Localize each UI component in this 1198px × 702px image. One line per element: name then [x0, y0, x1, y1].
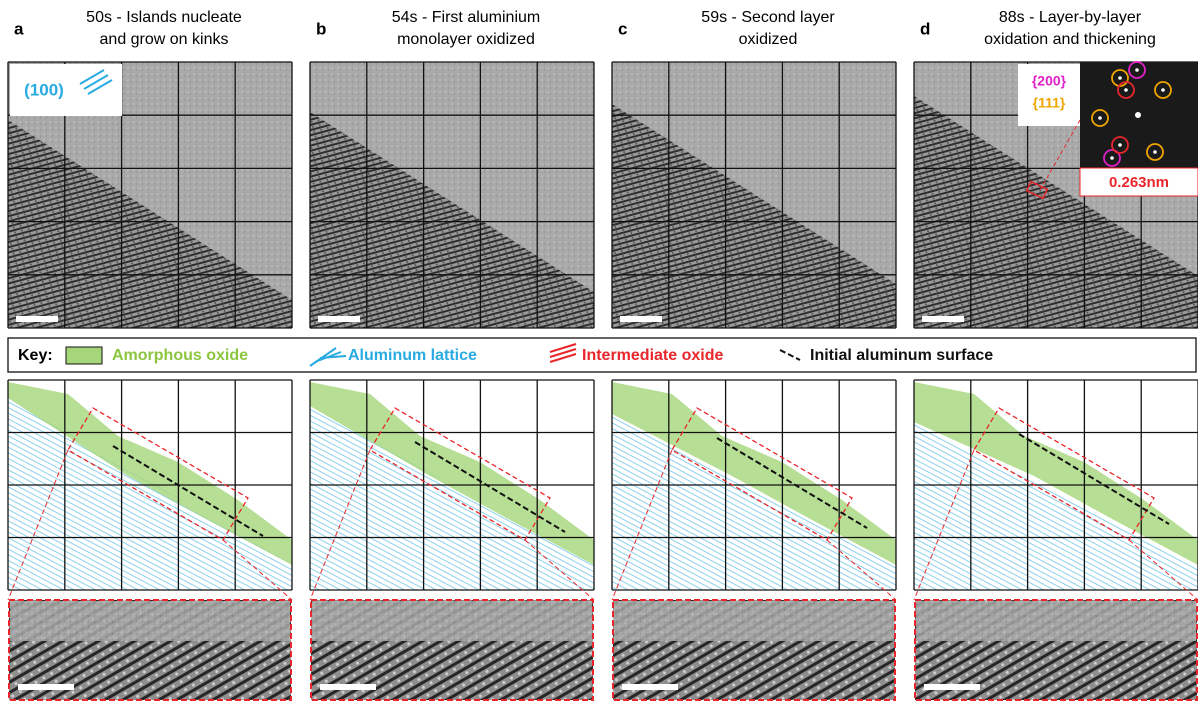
zoom-guide	[826, 539, 897, 601]
amorphous-oxide	[310, 382, 594, 565]
scale-bar	[922, 316, 964, 322]
diffraction-spot	[1103, 149, 1121, 167]
panel-title: and grow on kinks	[100, 31, 229, 48]
key-item: Intermediate oxide	[582, 347, 723, 364]
panel-title: 88s - Layer-by-layer	[999, 9, 1142, 26]
initial-surface	[414, 441, 566, 533]
key-swatch	[549, 348, 577, 358]
zoom-guide	[7, 449, 69, 601]
key-item: Aluminum lattice	[348, 347, 477, 364]
aluminum-lattice	[914, 422, 1198, 590]
aluminum-lattice	[8, 398, 292, 590]
miller-index: (100)	[24, 80, 64, 99]
key-swatch	[319, 355, 347, 359]
key-swatch	[549, 353, 577, 363]
key-swatch	[65, 346, 103, 365]
diffraction-dot	[1118, 76, 1122, 80]
zoom-noise	[916, 601, 1196, 641]
amorphous-oxide	[8, 382, 292, 565]
diffraction-dot	[1110, 156, 1114, 160]
diffraction-dot	[1153, 150, 1157, 154]
initial-surface	[716, 437, 868, 529]
diffraction-center	[1135, 112, 1141, 118]
inset-box	[1018, 64, 1080, 126]
lattice-icon	[87, 79, 113, 95]
panel-title: oxidation and thickening	[984, 31, 1156, 48]
aluminum-lattice	[612, 414, 896, 590]
tem-lattice	[8, 120, 292, 328]
panel-letter: d	[920, 19, 930, 38]
panel-title: 59s - Second layer	[701, 9, 835, 26]
panel-letter: b	[316, 19, 326, 38]
diffraction-spot	[1111, 136, 1129, 154]
zoom-guide	[611, 449, 673, 601]
key-bar	[7, 337, 1197, 373]
lattice-icon	[83, 74, 109, 90]
key-swatch	[779, 349, 801, 361]
scale-bar	[320, 684, 376, 690]
panel-title: 54s - First aluminium	[392, 9, 540, 26]
panel-title: oxidized	[739, 31, 798, 48]
zoom-noise	[614, 601, 894, 641]
plane-label: {200}	[1032, 73, 1067, 89]
zoom-noise	[312, 601, 592, 641]
diffraction-dot	[1098, 116, 1102, 120]
intermediate-marker	[1025, 180, 1049, 200]
distance-box	[1079, 167, 1198, 197]
zoom-guide	[1128, 539, 1198, 601]
diffraction-dot	[1124, 88, 1128, 92]
scale-bar	[18, 684, 74, 690]
initial-surface	[112, 445, 264, 537]
diffraction-spot	[1128, 61, 1146, 79]
panel-title: 50s - Islands nucleate	[86, 9, 242, 26]
diffraction-spot	[1146, 143, 1164, 161]
zoom-guide	[222, 539, 293, 601]
scale-bar	[622, 684, 678, 690]
tem-lattice	[310, 112, 594, 328]
diffraction-dot	[1161, 88, 1165, 92]
key-title: Key:	[18, 347, 53, 364]
scale-bar	[318, 316, 360, 322]
panel-title: monolayer oxidized	[397, 31, 535, 48]
tem-lattice	[612, 104, 896, 328]
plane-label: {111}	[1033, 95, 1066, 111]
amorphous-oxide	[914, 382, 1198, 565]
diffraction-spot	[1117, 81, 1135, 99]
zoom-guide	[309, 449, 371, 601]
key-item: Initial aluminum surface	[810, 347, 993, 364]
key-swatch	[549, 343, 577, 353]
diffraction-dot	[1135, 68, 1139, 72]
zoom-guide	[524, 539, 595, 601]
diffraction-spot	[1154, 81, 1172, 99]
diffraction-dot	[1118, 143, 1122, 147]
tem-lattice	[914, 96, 1198, 328]
scale-bar	[620, 316, 662, 322]
initial-surface	[1018, 433, 1170, 525]
key-item: Amorphous oxide	[112, 347, 248, 364]
panel-letter: c	[618, 19, 627, 38]
scale-bar	[16, 316, 58, 322]
zoom-noise	[10, 601, 290, 641]
distance-label: 0.263nm	[1109, 174, 1169, 191]
zoom-guide	[913, 449, 975, 601]
scale-bar	[924, 684, 980, 690]
lattice-icon	[79, 69, 105, 85]
panel-letter: a	[14, 19, 24, 38]
amorphous-oxide	[612, 382, 896, 565]
diffraction-spot	[1091, 109, 1109, 127]
inset-box	[10, 64, 122, 116]
